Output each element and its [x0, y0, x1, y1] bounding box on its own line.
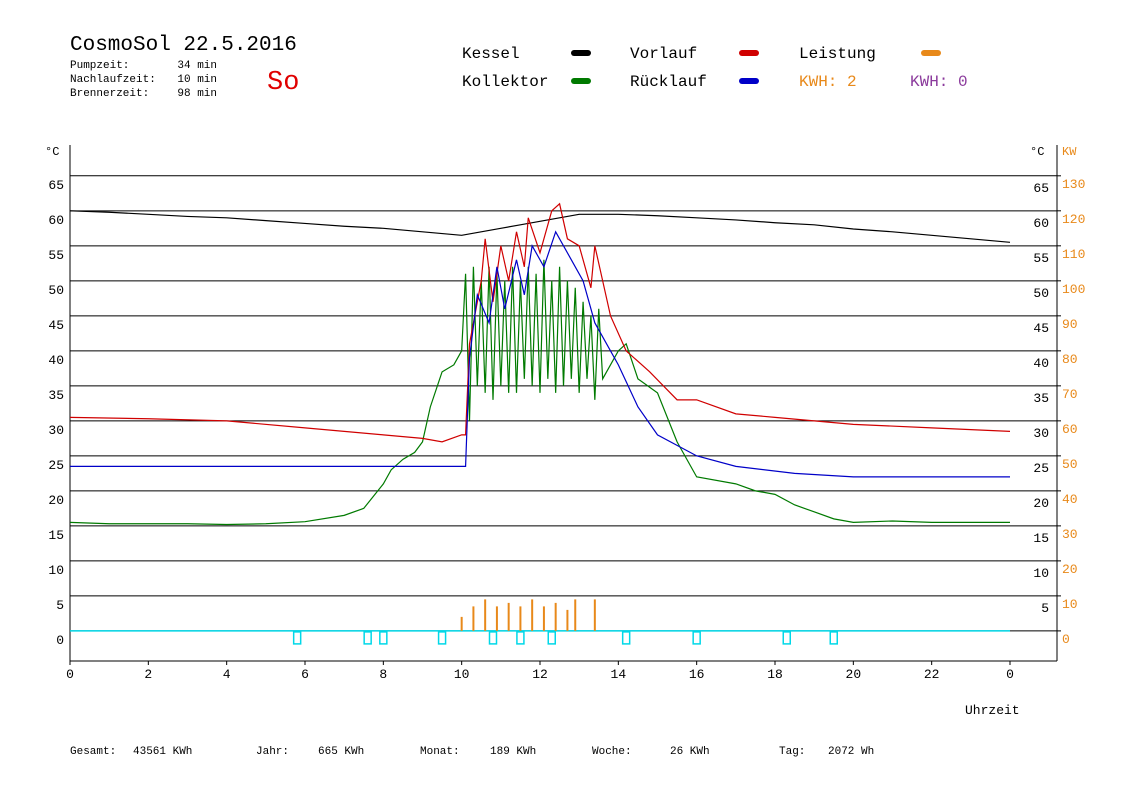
y-tick-label-right: 5 [1041, 601, 1049, 616]
pump-marker [692, 631, 701, 645]
y2-tick-label: 120 [1062, 212, 1085, 227]
info-value: 98 min [177, 88, 217, 100]
y-tick-label: 0 [56, 633, 64, 648]
y2-tick-label: 100 [1062, 282, 1085, 297]
y-tick-label: 50 [48, 283, 64, 298]
y2-tick-label: 30 [1062, 527, 1078, 542]
legend-label: Rücklauf [630, 73, 707, 91]
kwh-label: KWH: 0 [910, 73, 968, 91]
info-label: Nachlaufzeit: [70, 74, 156, 86]
series-line [69, 210, 1011, 243]
pump-marker [782, 631, 791, 645]
y-tick-label-right: 60 [1033, 216, 1049, 231]
y-tick-label: 40 [48, 353, 64, 368]
pump-marker [292, 631, 302, 645]
total-label: Gesamt: [70, 746, 116, 758]
series-line [70, 230, 1010, 478]
y-axis-label: °C [45, 145, 59, 159]
x-tick-label: 8 [379, 667, 387, 682]
kwh-label: KWH: 2 [799, 73, 857, 91]
total-value: 43561 KWh [133, 746, 192, 758]
y-tick-label-right: 25 [1033, 461, 1049, 476]
y-tick-label-right: 15 [1033, 531, 1049, 546]
y2-tick-label: 90 [1062, 317, 1078, 332]
info-value: 34 min [177, 60, 217, 72]
y-tick-label-right: 20 [1033, 496, 1049, 511]
total-value: 2072 Wh [828, 746, 874, 758]
pump-marker [516, 631, 525, 645]
info-label: Brennerzeit: [70, 88, 149, 100]
chart-title: CosmoSol 22.5.2016 [70, 34, 297, 57]
y2-tick-label: 50 [1062, 457, 1078, 472]
y-tick-label: 65 [48, 178, 64, 193]
y2-tick-label: 130 [1062, 177, 1085, 192]
series-line [69, 202, 1011, 443]
x-tick-label: 6 [301, 667, 309, 682]
x-tick-label: 14 [611, 667, 627, 682]
total-value: 26 KWh [670, 746, 710, 758]
legend-label: Kollektor [462, 73, 548, 91]
x-tick-label: 16 [689, 667, 705, 682]
y2-tick-label: 60 [1062, 422, 1078, 437]
pump-marker [437, 631, 447, 645]
total-label: Tag: [779, 746, 805, 758]
y-tick-label: 30 [48, 423, 64, 438]
x-tick-label: 4 [223, 667, 231, 682]
x-tick-label: 0 [66, 667, 74, 682]
y-tick-label: 60 [48, 213, 64, 228]
y-tick-label-right: 40 [1033, 356, 1049, 371]
info-value: 10 min [177, 74, 217, 86]
total-value: 665 KWh [318, 746, 364, 758]
x-tick-label: 18 [767, 667, 783, 682]
y2-tick-label: 40 [1062, 492, 1078, 507]
y2-tick-label: 0 [1062, 632, 1070, 647]
pump-marker [363, 631, 372, 645]
total-value: 189 KWh [490, 746, 536, 758]
y2-tick-label: 10 [1062, 597, 1078, 612]
y-tick-label-right: 10 [1033, 566, 1049, 581]
y-tick-label-right: 65 [1033, 181, 1049, 196]
y-tick-label: 55 [48, 248, 64, 263]
pump-marker [829, 631, 838, 645]
y2-tick-label: 20 [1062, 562, 1078, 577]
total-label: Monat: [420, 746, 460, 758]
legend-label: Kessel [462, 45, 520, 63]
x-axis-label: Uhrzeit [965, 703, 1020, 718]
weekday: So [267, 68, 299, 98]
y2-tick-label: 110 [1062, 247, 1085, 262]
y-tick-label-right: 50 [1033, 286, 1049, 301]
y-tick-label: 25 [48, 458, 64, 473]
y2-tick-label: 70 [1062, 387, 1078, 402]
y-axis-label-right: °C [1030, 145, 1044, 159]
y-tick-label-right: 35 [1033, 391, 1049, 406]
total-label: Jahr: [256, 746, 289, 758]
y-tick-label: 10 [48, 563, 64, 578]
pump-marker [488, 631, 498, 645]
y-tick-label: 15 [48, 528, 64, 543]
x-tick-label: 12 [532, 667, 548, 682]
y-tick-label-right: 45 [1033, 321, 1049, 336]
pump-marker [379, 631, 388, 645]
series-line [69, 259, 1010, 526]
pump-marker [621, 631, 631, 645]
total-label: Woche: [592, 746, 632, 758]
y2-axis-label: KW [1062, 145, 1077, 159]
y-tick-label: 35 [48, 388, 64, 403]
info-label: Pumpzeit: [70, 60, 129, 72]
x-tick-label: 22 [924, 667, 940, 682]
y2-tick-label: 80 [1062, 352, 1078, 367]
x-tick-label: 0 [1006, 667, 1014, 682]
x-tick-label: 20 [846, 667, 862, 682]
y-tick-label-right: 55 [1033, 251, 1049, 266]
pump-marker [547, 631, 556, 645]
y-tick-label: 20 [48, 493, 64, 508]
legend-label: Vorlauf [630, 45, 697, 63]
y-tick-label: 5 [56, 598, 64, 613]
x-tick-label: 2 [144, 667, 152, 682]
x-tick-label: 10 [454, 667, 470, 682]
y-tick-label-right: 30 [1033, 426, 1049, 441]
y-tick-label: 45 [48, 318, 64, 333]
legend-label: Leistung [799, 45, 876, 63]
